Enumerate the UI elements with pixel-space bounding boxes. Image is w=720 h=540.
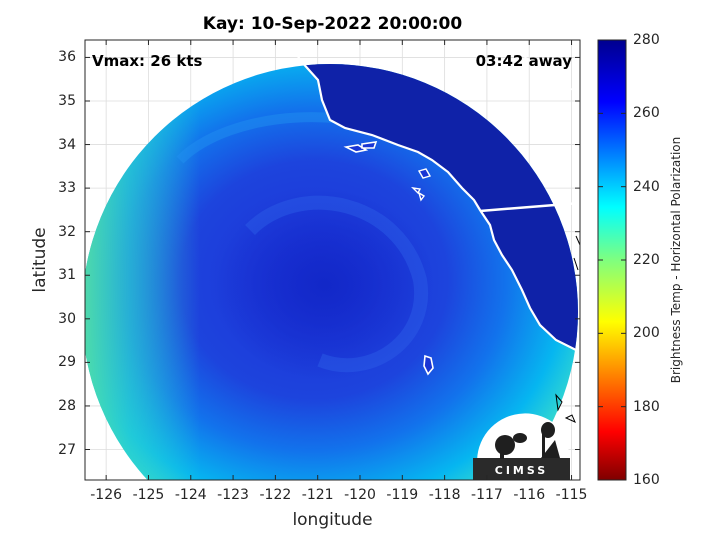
x-tick-label: -126 — [90, 487, 123, 503]
x-tick-label: -117 — [471, 487, 503, 503]
axes-frame — [84, 39, 581, 481]
brightness-temperature-swath — [85, 40, 580, 480]
colorbar-tick-label: 200 — [633, 325, 660, 342]
x-tick-label: -122 — [259, 487, 292, 503]
x-tick-label: -119 — [386, 487, 419, 503]
y-tick-label: 32 — [58, 223, 76, 240]
x-tick-label: -118 — [428, 487, 461, 503]
x-tick-label: -115 — [555, 487, 588, 503]
x-tick-label: -124 — [174, 487, 207, 503]
guadalupe-island — [423, 354, 434, 376]
colorbar-tick-label: 220 — [633, 252, 660, 268]
time-away-annotation: 03:42 away — [475, 52, 572, 70]
y-tick-label: 27 — [58, 441, 76, 458]
colorbar-label: Brightness Temp - Horizontal Polarizatio… — [669, 136, 683, 384]
colorbar-tick-marks — [598, 39, 626, 481]
x-axis-label: longitude — [292, 510, 373, 530]
cimss-logo — [473, 413, 570, 480]
y-tick-marks — [85, 56, 580, 451]
channel-islands — [343, 141, 378, 153]
state-border — [499, 40, 580, 96]
us-mexico-border — [479, 201, 580, 213]
cimss-logo-text: CIMSS — [494, 464, 549, 477]
chart-title: Kay: 10-Sep-2022 20:00:00 — [202, 14, 463, 34]
x-tick-label: -120 — [344, 487, 376, 503]
y-tick-label: 30 — [58, 310, 76, 327]
y-tick-label: 35 — [58, 92, 76, 109]
colorbar — [597, 39, 627, 481]
x-tick-label: -123 — [217, 487, 249, 503]
x-tick-label: -125 — [132, 487, 165, 503]
y-tick-label: 34 — [58, 136, 76, 153]
y-tick-label: 36 — [58, 49, 76, 66]
x-tick-label: -116 — [513, 487, 546, 503]
small-islands — [411, 168, 432, 202]
colorbar-tick-label: 260 — [633, 105, 660, 122]
colorbar-tick-label: 240 — [633, 178, 660, 195]
x-tick-label: -121 — [301, 487, 334, 503]
coastline — [289, 40, 580, 353]
colorbar-tick-label: 180 — [633, 398, 660, 415]
plot-area — [84, 39, 581, 481]
x-tick-marks — [105, 40, 573, 480]
y-tick-label: 33 — [58, 180, 76, 197]
vmax-annotation: Vmax: 26 kts — [92, 52, 203, 70]
colorbar-tick-label: 160 — [633, 472, 660, 488]
y-tick-label: 29 — [58, 354, 76, 371]
y-tick-label: 28 — [58, 397, 76, 414]
y-tick-label: 31 — [58, 267, 76, 284]
colorbar-tick-label: 280 — [633, 32, 660, 48]
baja-coast-fragments — [555, 235, 580, 423]
